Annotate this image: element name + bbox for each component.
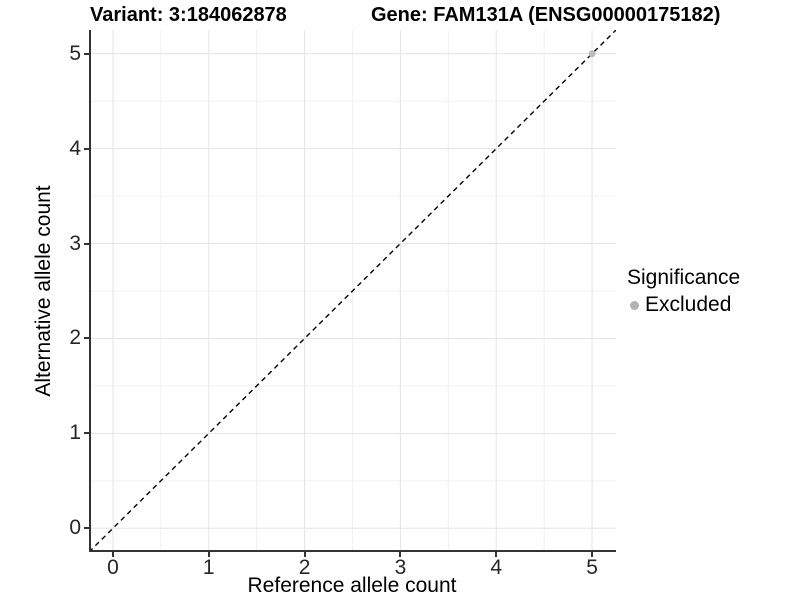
y-tick-mark — [84, 52, 89, 55]
x-tick-label: 0 — [107, 556, 119, 579]
x-tick-mark — [495, 552, 498, 557]
x-tick-mark — [207, 552, 210, 557]
y-tick-mark — [84, 432, 89, 435]
x-tick-label: 5 — [586, 556, 598, 579]
plot-title-gene: Gene: FAM131A (ENSG00000175182) — [371, 4, 721, 26]
legend: Significance Excluded — [627, 266, 740, 317]
y-tick-label: 1 — [69, 421, 81, 445]
data-point-excluded — [588, 50, 596, 58]
x-tick-mark — [399, 552, 402, 557]
legend-key-point-icon — [630, 300, 639, 310]
y-tick-label: 4 — [69, 136, 81, 160]
y-tick-mark — [84, 147, 89, 150]
x-tick-mark — [111, 552, 114, 557]
y-tick-label: 2 — [69, 326, 81, 350]
legend-item-label: Excluded — [645, 293, 732, 316]
y-tick-mark — [84, 337, 89, 340]
y-tick-label: 0 — [69, 516, 81, 540]
y-tick-mark — [84, 527, 89, 530]
x-tick-label: 2 — [298, 556, 311, 579]
y-tick-label: 5 — [69, 41, 81, 65]
plot-title-variant: Variant: 3:184062878 — [90, 4, 287, 26]
x-tick-mark — [591, 552, 594, 557]
plot-canvas — [88, 29, 617, 553]
x-tick-label: 4 — [490, 556, 503, 579]
x-tick-mark — [303, 552, 306, 557]
x-axis-title: Reference allele count — [247, 574, 457, 597]
x-tick-label: 1 — [202, 556, 215, 579]
legend-item-excluded: Excluded — [627, 293, 740, 317]
y-tick-mark — [84, 242, 89, 245]
identity-line — [88, 29, 617, 553]
y-axis-title: Alternative allele count — [32, 185, 55, 397]
x-tick-label: 3 — [394, 556, 407, 579]
plot-panel — [88, 29, 617, 553]
legend-title: Significance — [627, 266, 741, 289]
y-tick-label: 3 — [69, 231, 81, 255]
